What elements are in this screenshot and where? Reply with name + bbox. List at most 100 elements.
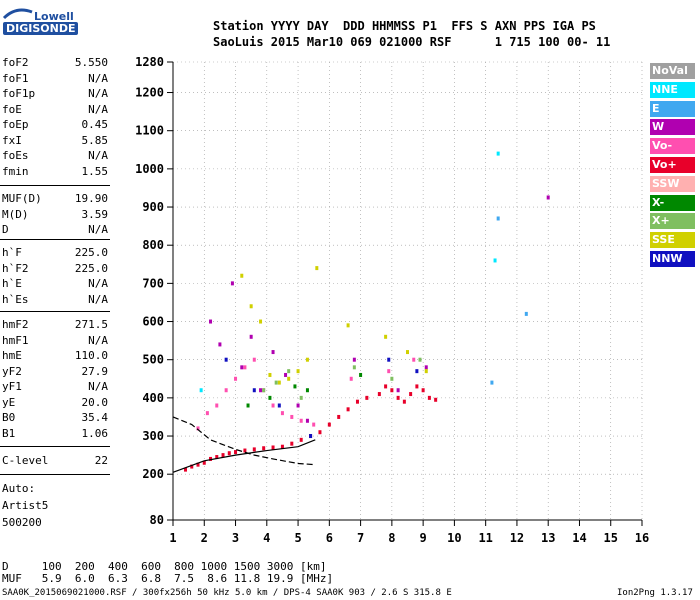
data-point-e [496, 216, 500, 221]
param-name: D [2, 223, 9, 236]
param-separator [0, 239, 110, 240]
x-tick-label: 8 [388, 531, 395, 545]
param-he: h`E N/A [2, 277, 108, 291]
x-tick-label: 7 [357, 531, 364, 545]
data-point-w [230, 281, 234, 286]
data-point-nne [496, 151, 500, 156]
param-hmf1: hmF1 N/A [2, 334, 108, 348]
x-tick-label: 3 [232, 531, 239, 545]
legend-item-vo: Vo- [650, 138, 695, 155]
data-point-x [262, 388, 266, 393]
data-point-w [218, 342, 222, 347]
parameter-panel: foF2 5.550 foF1 N/A foF1p N/A foE N/A foEp 0.45 fx… [0, 0, 112, 540]
data-point-nnw [387, 357, 391, 362]
param-name: foEp [2, 118, 29, 131]
param-separator [0, 185, 110, 186]
param-md: M(D) 3.59 [2, 208, 108, 222]
y-tick-label: 900 [142, 200, 164, 214]
data-point-w [305, 418, 309, 423]
data-point-vo [234, 376, 238, 381]
autoscaler-line: Auto: [2, 482, 36, 495]
param-separator [0, 446, 110, 447]
data-point-w [259, 388, 263, 393]
param-value: 1.06 [81, 426, 109, 440]
data-point-vo [290, 441, 294, 446]
param-value: 5.550 [74, 56, 108, 69]
data-point-x [390, 376, 394, 381]
data-point-vo [390, 388, 394, 393]
data-point-nnw [277, 403, 281, 408]
y-tick-label: 1000 [135, 162, 164, 176]
data-point-vo [349, 376, 353, 381]
data-point-sse [249, 304, 253, 309]
param-mufd: MUF(D) 19.90 [2, 192, 108, 206]
param-b0: B0 35.4 [2, 411, 108, 425]
data-point-vo [280, 411, 284, 416]
param-d: D N/A [2, 223, 108, 237]
param-name: fxI [2, 133, 22, 147]
param-name: C-level [2, 454, 49, 467]
data-point-w [424, 365, 428, 370]
data-point-vo [299, 418, 303, 423]
f2-trace-line [172, 439, 316, 473]
muf-value-row: MUF 5.9 6.0 6.3 6.8 7.5 8.6 11.8 19.9 [M… [2, 572, 334, 585]
param-ye: yE 20.0 [2, 396, 108, 410]
data-point-sse [424, 369, 428, 374]
x-tick-label: 5 [294, 531, 301, 545]
param-foes: foEs N/A [2, 149, 108, 163]
param-value: N/A [88, 71, 108, 85]
data-point-vo [415, 384, 419, 389]
header-line-2: SaoLuis 2015 Mar10 069 021000 RSF 1 715 … [213, 35, 611, 49]
data-point-vo [205, 411, 209, 416]
data-point-vo [262, 446, 266, 451]
data-point-vo [227, 451, 231, 456]
data-point-vo [243, 365, 247, 370]
data-point-vo [299, 437, 303, 442]
x-tick-label: 11 [478, 531, 492, 545]
data-point-sse [305, 357, 309, 362]
autoscaler-line: 500200 [2, 516, 42, 529]
x-tick-label: 9 [420, 531, 427, 545]
data-point-vo [290, 414, 294, 419]
logo-swoosh-icon [2, 8, 33, 20]
data-point-e [490, 380, 494, 385]
data-point-vo [196, 462, 200, 467]
data-point-x [268, 395, 272, 400]
param-fof1: foF1 N/A [2, 72, 108, 86]
param-hf2: h`F2 225.0 [2, 262, 108, 276]
data-point-vo [365, 395, 369, 400]
param-foe: foE N/A [2, 103, 108, 117]
param-hme: hmE 110.0 [2, 349, 108, 363]
x-tick-label: 12 [510, 531, 524, 545]
data-point-w [249, 334, 253, 339]
param-name: hmF2 [2, 318, 29, 331]
param-name: M(D) [2, 207, 29, 221]
param-value: 110.0 [74, 349, 108, 362]
param-name: foF2 [2, 56, 29, 69]
param-fxi: fxI 5.85 [2, 134, 108, 148]
y-tick-label: 800 [142, 238, 164, 252]
param-name: h`F [2, 246, 22, 259]
param-name: MUF(D) [2, 192, 42, 205]
data-point-w [396, 388, 400, 393]
data-point-vo [234, 450, 238, 455]
y-tick-label: 1200 [135, 86, 164, 100]
data-point-vo [252, 447, 256, 452]
x-tick-label: 15 [604, 531, 618, 545]
x-tick-label: 16 [635, 531, 649, 545]
param-value: 0.45 [81, 118, 109, 131]
muf-distance-row: D 100 200 400 600 800 1000 1500 3000 [km… [2, 560, 327, 573]
data-point-vo [377, 392, 381, 397]
param-fof2: foF2 5.550 [2, 56, 108, 70]
x-tick-label: 1 [169, 531, 176, 545]
param-value: 35.4 [81, 411, 109, 424]
y-tick-label: 1100 [135, 124, 164, 138]
y-tick-label: 700 [142, 276, 164, 290]
param-name: B1 [2, 426, 16, 440]
data-point-vo [387, 369, 391, 374]
data-point-w [209, 319, 213, 324]
data-point-vo [184, 467, 188, 472]
param-name: yF1 [2, 380, 22, 393]
param-name: fmin [2, 164, 29, 178]
